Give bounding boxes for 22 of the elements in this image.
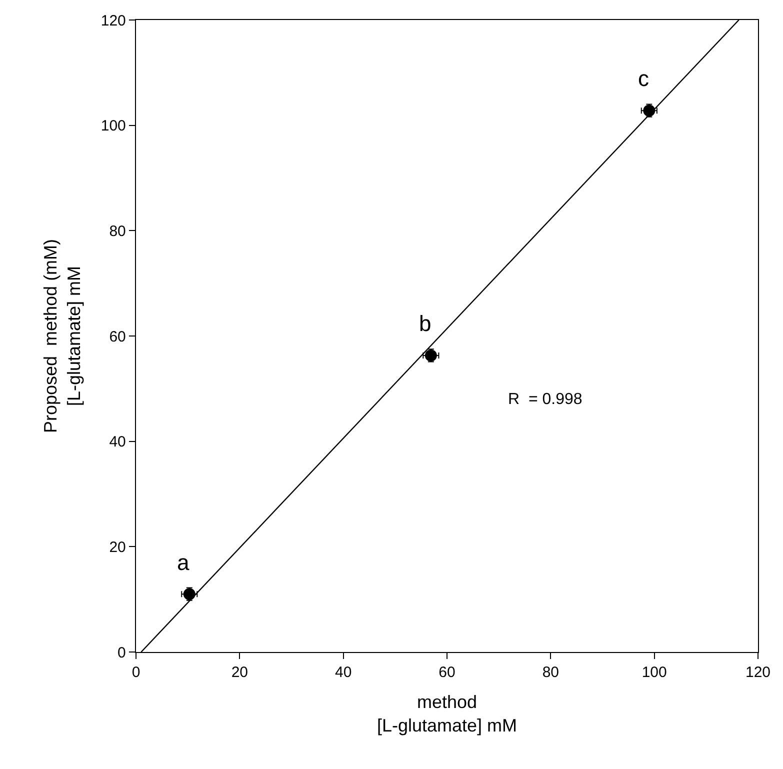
y-tick-label: 120 [100, 12, 126, 30]
x-tick-label: 60 [438, 664, 456, 682]
x-tick-label: 120 [745, 664, 771, 682]
annotation: R = 0.998 [508, 391, 582, 408]
annotation: c [638, 66, 649, 91]
x-tick-label: 20 [231, 664, 248, 682]
annotation: a [177, 550, 190, 575]
y-tick-label: 60 [109, 328, 126, 346]
point [424, 349, 437, 362]
x-tick-label: 80 [542, 664, 560, 682]
x-tick-label: 100 [642, 664, 667, 682]
y-tick-label: 100 [100, 118, 126, 135]
y-tick-label: 20 [109, 538, 126, 556]
y-tick-label: 40 [109, 434, 126, 451]
y-tick-label: 0 [118, 644, 126, 662]
x-tick-label: 40 [334, 664, 352, 682]
y-tick-label: 80 [109, 222, 126, 240]
x-tick-label: 0 [132, 664, 140, 682]
point [183, 588, 196, 600]
y-axis-title: Proposed method (mM) [L-glutamate] mM [40, 238, 84, 434]
annotation: b [419, 311, 432, 336]
x-axis-title: method [L-glutamate] mM [376, 692, 518, 736]
